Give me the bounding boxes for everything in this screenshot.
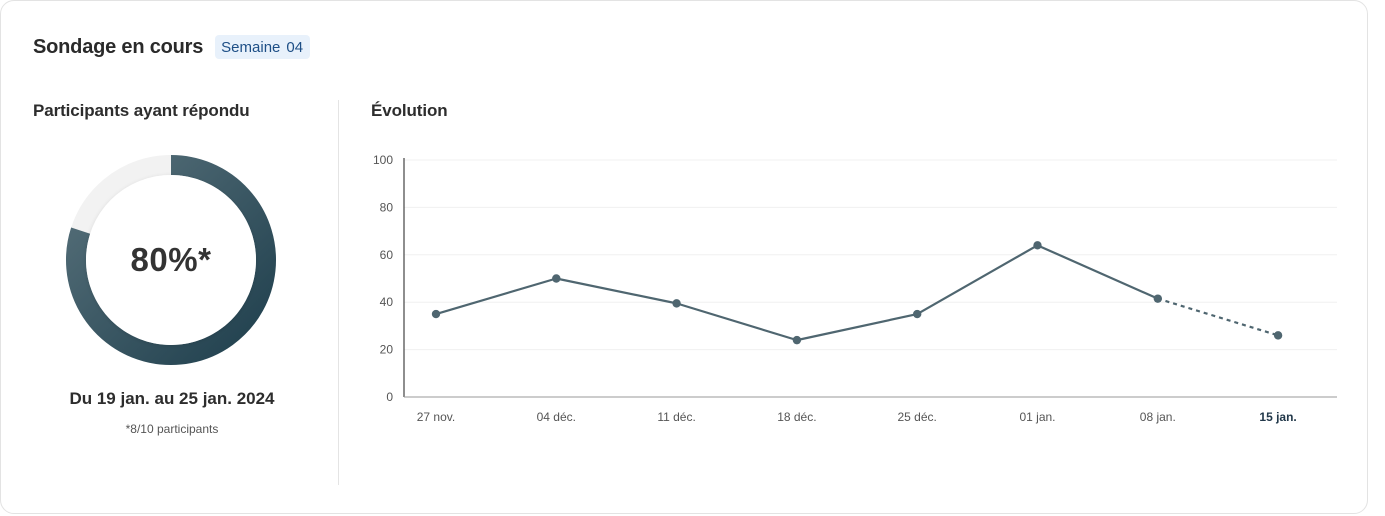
date-range: Du 19 jan. au 25 jan. 2024 (69, 389, 275, 408)
panel-divider (338, 100, 339, 485)
y-tick-label: 20 (380, 343, 394, 357)
participation-donut: 80%* (65, 154, 277, 366)
series-line-dashed (1157, 297, 1279, 337)
x-tick-label: 27 nov. (417, 410, 455, 424)
card-header: Sondage en cours Semaine 04 (33, 35, 311, 59)
donut-chart (66, 155, 276, 365)
data-point (431, 309, 441, 319)
participation-title: Participants ayant répondu (33, 101, 250, 120)
x-tick-label: 01 jan. (1019, 410, 1055, 424)
data-point (913, 309, 922, 319)
y-tick-label: 100 (373, 153, 393, 167)
series-line (435, 244, 1159, 342)
week-badge-label: Semaine (221, 38, 281, 56)
y-tick-label: 0 (386, 390, 393, 404)
data-point (1153, 294, 1162, 303)
x-tick-label: 15 jan. (1259, 410, 1296, 424)
x-tick-label: 18 déc. (777, 410, 816, 424)
y-tick-label: 60 (380, 248, 394, 262)
data-point (1273, 331, 1283, 340)
x-tick-label: 08 jan. (1140, 410, 1176, 424)
evolution-title: Évolution (371, 101, 448, 120)
data-point (672, 299, 681, 308)
evolution-panel: Évolution 0 20 40 60 80 100 27 nov. 04 déc. 11 d… (371, 101, 1341, 441)
data-point (792, 335, 802, 345)
participation-percent: 80%* (130, 241, 212, 278)
week-badge: Semaine 04 (215, 35, 311, 59)
donut-center (86, 175, 256, 345)
participants-note: *8/10 participants (125, 422, 219, 436)
participation-panel: Participants ayant répondu 80%* Du 1 (33, 101, 313, 481)
donut-progress-arc (66, 155, 276, 365)
y-tick-label: 80 (380, 200, 394, 214)
page-title: Sondage en cours (33, 35, 204, 58)
week-badge-number: 04 (286, 38, 304, 56)
x-tick-label: 25 déc. (898, 410, 937, 424)
data-point (552, 274, 561, 283)
x-tick-label: 04 déc. (537, 410, 576, 424)
y-tick-label: 40 (380, 295, 394, 309)
evolution-line-chart: 0 20 40 60 80 100 27 nov. 04 déc. 11 déc. 18 déc.… (373, 153, 1337, 424)
data-point (1033, 241, 1042, 250)
x-tick-label: 11 déc. (657, 410, 695, 424)
